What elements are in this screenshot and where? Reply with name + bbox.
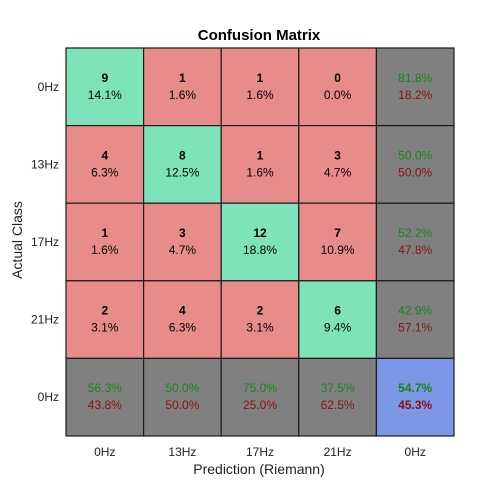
cell-count: 4 (179, 304, 186, 318)
matrix-cell (220, 202, 300, 282)
summary-correct-rate: 42.9% (398, 304, 432, 318)
summary-correct-rate: 52.2% (398, 226, 432, 240)
cell-count: 1 (257, 148, 264, 162)
summary-correct-rate: 56.3% (88, 381, 122, 395)
cell-percent: 18.8% (243, 243, 277, 257)
matrix-cell (143, 47, 222, 127)
cell-percent: 1.6% (246, 165, 274, 179)
summary-error-rate: 50.0% (165, 398, 199, 412)
summary-error-rate: 57.1% (398, 321, 432, 335)
cell-count: 4 (101, 148, 108, 162)
matrix-cell (143, 280, 222, 359)
matrix-cell (298, 124, 377, 204)
chart-title: Confusion Matrix (198, 27, 321, 44)
cell-percent: 10.9% (321, 243, 355, 257)
cell-count: 1 (257, 71, 264, 85)
cell-count: 12 (253, 226, 267, 240)
cell-count: 6 (334, 304, 341, 318)
row-tick-label: 0Hz (38, 390, 59, 404)
matrix-cells: 9 14.1% 1 1.6% 1 1.6% 0 0.0% 81.8% 18.2% 4 6.3% 8 12.… (65, 47, 455, 437)
summary-correct-rate: 37.5% (321, 381, 355, 395)
cell-percent: 9.4% (324, 321, 352, 335)
matrix-cell (65, 47, 145, 127)
col-tick-label: 21Hz (324, 445, 352, 459)
cell-count: 3 (179, 226, 186, 240)
cell-percent: 4.7% (324, 165, 352, 179)
col-tick-label: 0Hz (405, 445, 426, 459)
cell-percent: 1.6% (91, 243, 119, 257)
summary-error-rate: 50.0% (398, 165, 432, 179)
col-tick-label: 13Hz (168, 445, 196, 459)
cell-percent: 12.5% (165, 165, 199, 179)
summary-cell (375, 124, 455, 204)
matrix-cell (298, 202, 377, 282)
summary-cell (375, 202, 455, 282)
row-tick-label: 13Hz (31, 157, 59, 171)
summary-error-rate: 43.8% (88, 398, 122, 412)
row-tick-label: 17Hz (31, 235, 59, 249)
matrix-cell (65, 280, 145, 359)
cell-count: 9 (101, 71, 108, 85)
cell-count: 8 (179, 148, 186, 162)
cell-percent: 0.0% (324, 88, 352, 102)
summary-correct-rate: 75.0% (243, 381, 277, 395)
summary-error-rate: 62.5% (321, 398, 355, 412)
cell-percent: 14.1% (88, 88, 122, 102)
x-axis-label: Prediction (Riemann) (193, 461, 325, 477)
summary-cell (220, 357, 300, 437)
summary-correct-rate: 50.0% (165, 381, 199, 395)
cell-count: 2 (101, 304, 108, 318)
summary-cell (375, 280, 455, 359)
summary-error-rate: 25.0% (243, 398, 277, 412)
cell-percent: 6.3% (169, 321, 197, 335)
cell-count: 3 (334, 148, 341, 162)
overall-accuracy-cell (375, 357, 455, 437)
cell-percent: 6.3% (91, 165, 119, 179)
summary-error-rate: 47.8% (398, 243, 432, 257)
tick-labels: 0Hz 13Hz 17Hz 21Hz 0Hz 0Hz 13Hz 17Hz 21Hz 0Hz (31, 80, 426, 459)
cell-count: 2 (257, 304, 264, 318)
matrix-cell (298, 280, 377, 359)
row-tick-label: 21Hz (31, 313, 59, 327)
matrix-cell (220, 280, 300, 359)
matrix-cell (143, 124, 222, 204)
matrix-cell (143, 202, 222, 282)
cell-percent: 3.1% (91, 321, 119, 335)
summary-correct-rate: 50.0% (398, 148, 432, 162)
summary-cell (375, 47, 455, 127)
matrix-cell (220, 124, 300, 204)
summary-cell (65, 357, 145, 437)
summary-error-rate: 18.2% (398, 88, 432, 102)
matrix-cell (65, 124, 145, 204)
cell-count: 0 (334, 71, 341, 85)
cell-count: 7 (334, 226, 341, 240)
cell-count: 1 (101, 226, 108, 240)
matrix-cell (298, 47, 377, 127)
summary-cell (298, 357, 377, 437)
row-tick-label: 0Hz (38, 80, 59, 94)
summary-error-rate: 45.3% (398, 398, 432, 412)
col-tick-label: 17Hz (246, 445, 274, 459)
y-axis-label: Actual Class (9, 201, 25, 279)
summary-cell (143, 357, 222, 437)
summary-correct-rate: 54.7% (398, 381, 432, 395)
cell-percent: 1.6% (246, 88, 274, 102)
cell-count: 1 (179, 71, 186, 85)
cell-percent: 4.7% (169, 243, 197, 257)
cell-percent: 1.6% (169, 88, 197, 102)
summary-correct-rate: 81.8% (398, 71, 432, 85)
matrix-cell (65, 202, 145, 282)
matrix-cell (220, 47, 300, 127)
col-tick-label: 0Hz (94, 445, 115, 459)
cell-percent: 3.1% (246, 321, 274, 335)
